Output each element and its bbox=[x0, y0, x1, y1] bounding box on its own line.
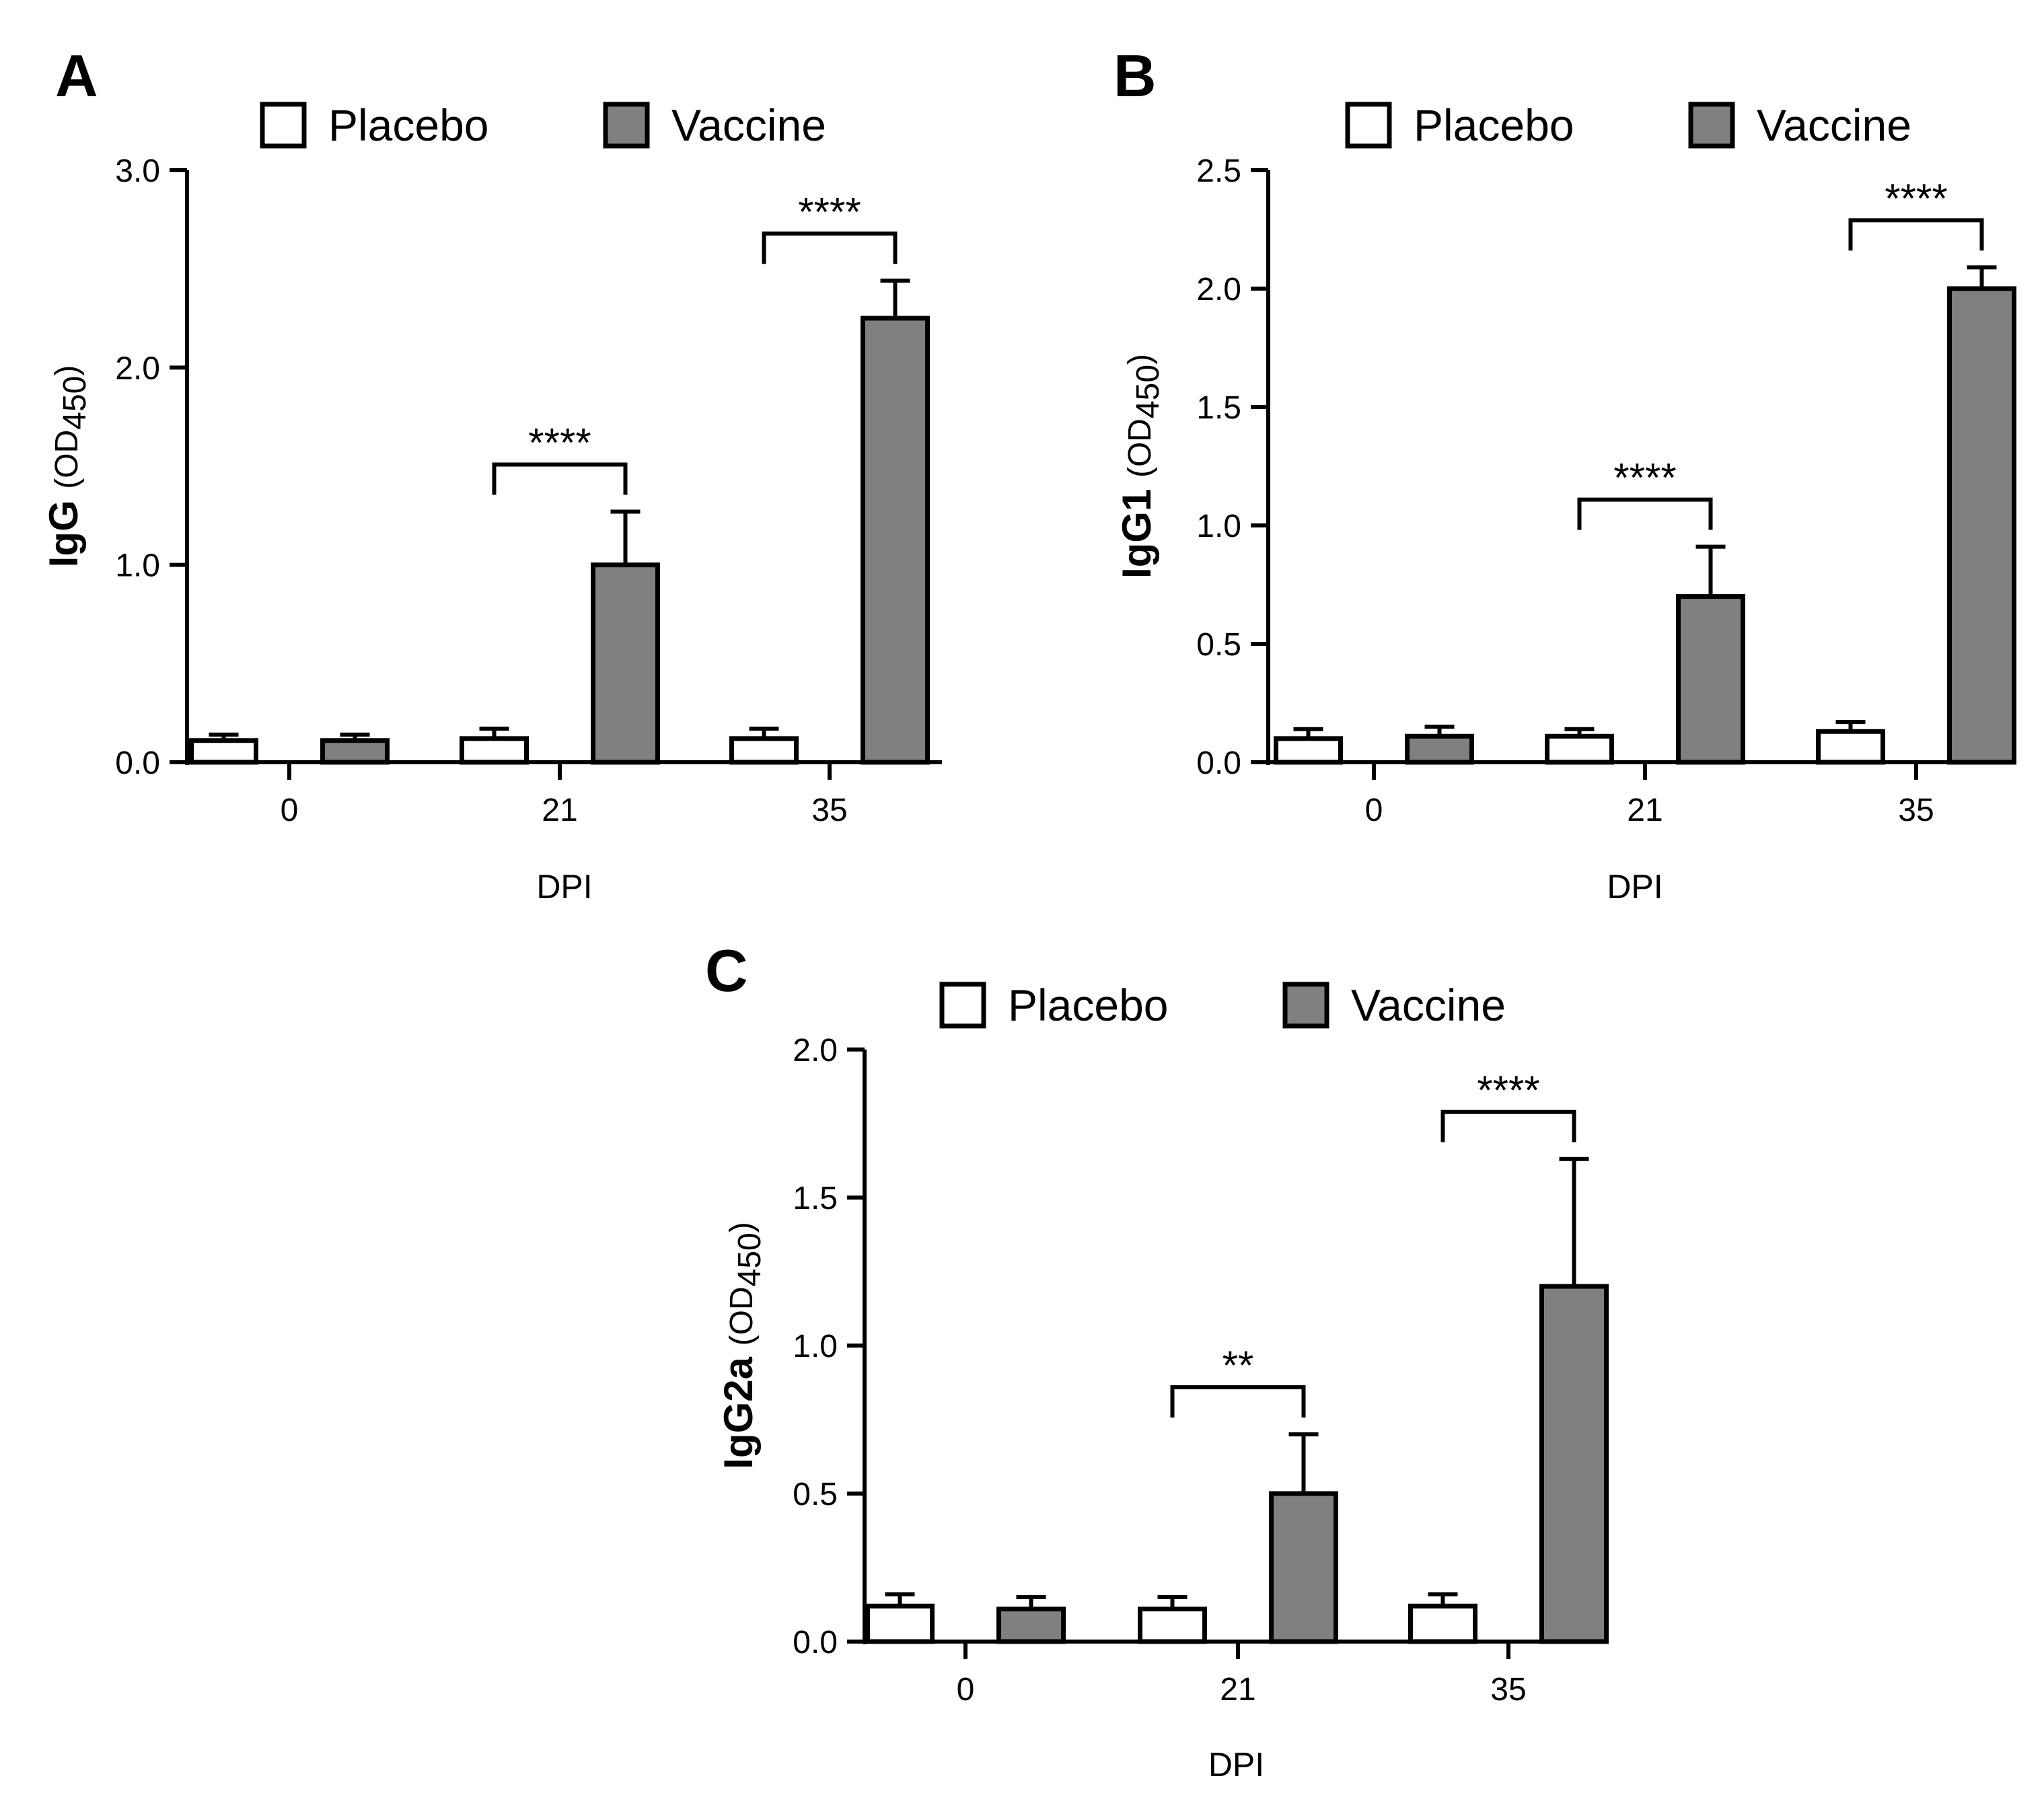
y-axis-label-close: ) bbox=[1122, 354, 1158, 365]
y-axis-label-unit: (OD bbox=[49, 430, 85, 489]
x-axis-label: DPI bbox=[1208, 1746, 1264, 1784]
y-tick-label: 1.0 bbox=[1196, 509, 1241, 544]
bar-vaccine-0 bbox=[320, 738, 390, 765]
legend-label-placebo: Placebo bbox=[328, 100, 489, 150]
y-axis-label-main: IgG1 bbox=[1114, 478, 1159, 579]
y-tick-label: 0.5 bbox=[793, 1477, 838, 1512]
significance-bracket bbox=[1848, 218, 1984, 251]
bar-placebo-35 bbox=[1408, 1603, 1477, 1644]
panel-letter: B bbox=[1114, 42, 1157, 109]
bar-vaccine-21 bbox=[591, 562, 660, 765]
panel-letter: A bbox=[55, 42, 98, 109]
y-axis-label-unit: (OD bbox=[724, 1286, 760, 1346]
y-tick-label: 3.0 bbox=[115, 153, 160, 189]
y-axis-label-unit: (OD bbox=[1122, 418, 1158, 478]
y-axis-label-close: ) bbox=[49, 365, 85, 376]
bar-placebo-21 bbox=[1138, 1607, 1207, 1644]
legend-swatch-placebo bbox=[1345, 102, 1392, 149]
y-axis-label: IgG (OD450) bbox=[41, 365, 93, 568]
panel-letter: C bbox=[705, 937, 748, 1004]
y-axis-label-close: ) bbox=[724, 1222, 760, 1233]
bar-placebo-35 bbox=[1816, 729, 1885, 765]
chart-panel-c: C Placebo Vaccine 0.0 0.5 1.0 1.5 2.0 0 21 35 DPI Ig… bbox=[705, 937, 1609, 1784]
bar-placebo-35 bbox=[729, 736, 799, 765]
legend-label-placebo: Placebo bbox=[1414, 100, 1574, 150]
x-tick-label: 21 bbox=[1220, 1672, 1255, 1708]
significance-bracket bbox=[1577, 497, 1713, 530]
bar-placebo-0 bbox=[865, 1603, 935, 1644]
legend-swatch-placebo bbox=[939, 982, 986, 1029]
x-tick-label: 0 bbox=[1365, 793, 1383, 828]
legend-swatch-placebo bbox=[260, 102, 307, 149]
y-axis-label: IgG1 (OD450) bbox=[1114, 354, 1166, 579]
bar-vaccine-0 bbox=[996, 1607, 1066, 1644]
significance-bracket bbox=[1170, 1385, 1306, 1418]
x-axis-label: DPI bbox=[536, 868, 592, 906]
x-tick-label: 35 bbox=[811, 793, 847, 828]
y-axis-label-main: IgG bbox=[41, 489, 86, 568]
significance-bracket bbox=[1440, 1109, 1576, 1142]
x-axis-label: DPI bbox=[1607, 868, 1663, 906]
y-axis-label-subscript: 450 bbox=[732, 1233, 768, 1286]
bar-placebo-21 bbox=[1545, 733, 1614, 765]
legend-swatch-vaccine bbox=[1282, 982, 1329, 1029]
significance-label: ** bbox=[1222, 1343, 1254, 1388]
bar-vaccine-35 bbox=[1539, 1284, 1609, 1644]
chart-panel-b: B Placebo Vaccine 0.0 0.5 1.0 1.5 2.0 2.5 0 21 35 DP… bbox=[1114, 42, 2016, 906]
y-tick-label: 1.5 bbox=[793, 1181, 838, 1216]
y-axis-label-subscript: 450 bbox=[1130, 365, 1166, 418]
significance-label: **** bbox=[1477, 1068, 1539, 1113]
bar-placebo-0 bbox=[189, 738, 258, 765]
y-tick-label: 2.5 bbox=[1196, 153, 1241, 189]
y-tick-label: 1.5 bbox=[1196, 390, 1241, 426]
y-axis-label-main: IgG2a bbox=[716, 1346, 761, 1469]
legend-swatch-vaccine bbox=[603, 102, 650, 149]
x-tick-label: 0 bbox=[957, 1672, 975, 1708]
significance-bracket bbox=[762, 231, 898, 264]
legend-label-placebo: Placebo bbox=[1008, 980, 1169, 1030]
y-tick-label: 2.0 bbox=[115, 351, 160, 386]
bar-vaccine-0 bbox=[1405, 733, 1474, 765]
bar-vaccine-21 bbox=[1269, 1491, 1338, 1644]
bar-vaccine-35 bbox=[1947, 286, 2016, 765]
bar-vaccine-35 bbox=[861, 316, 930, 765]
y-tick-label: 0.0 bbox=[115, 745, 160, 781]
x-tick-label: 35 bbox=[1490, 1672, 1526, 1708]
significance-label: **** bbox=[1613, 455, 1676, 501]
bar-placebo-21 bbox=[460, 736, 529, 765]
significance-label: **** bbox=[528, 420, 591, 465]
y-tick-label: 0.0 bbox=[1196, 745, 1241, 781]
legend-label-vaccine: Vaccine bbox=[1351, 980, 1506, 1030]
y-tick-label: 1.0 bbox=[115, 548, 160, 584]
bar-vaccine-21 bbox=[1676, 594, 1745, 765]
x-tick-label: 0 bbox=[281, 793, 299, 828]
y-axis-label: IgG2a (OD450) bbox=[716, 1222, 768, 1469]
legend-swatch-vaccine bbox=[1688, 102, 1735, 149]
x-tick-label: 21 bbox=[1627, 793, 1663, 828]
x-tick-label: 21 bbox=[542, 793, 577, 828]
legend-label-vaccine: Vaccine bbox=[671, 100, 826, 150]
legend-label-vaccine: Vaccine bbox=[1757, 100, 1911, 150]
y-tick-label: 2.0 bbox=[793, 1033, 838, 1068]
y-axis-label-subscript: 450 bbox=[57, 376, 93, 430]
x-tick-label: 35 bbox=[1898, 793, 1934, 828]
y-tick-label: 0.0 bbox=[793, 1625, 838, 1660]
y-tick-label: 1.0 bbox=[793, 1329, 838, 1364]
y-tick-label: 2.0 bbox=[1196, 272, 1241, 307]
significance-label: **** bbox=[1885, 176, 1947, 221]
y-tick-label: 0.5 bbox=[1196, 627, 1241, 663]
chart-panel-a: A Placebo Vaccine 0.0 1.0 2.0 3.0 0 21 35 DPI IgG (… bbox=[41, 42, 942, 906]
significance-bracket bbox=[492, 462, 628, 495]
bar-placebo-0 bbox=[1274, 736, 1343, 765]
significance-label: **** bbox=[798, 189, 861, 234]
